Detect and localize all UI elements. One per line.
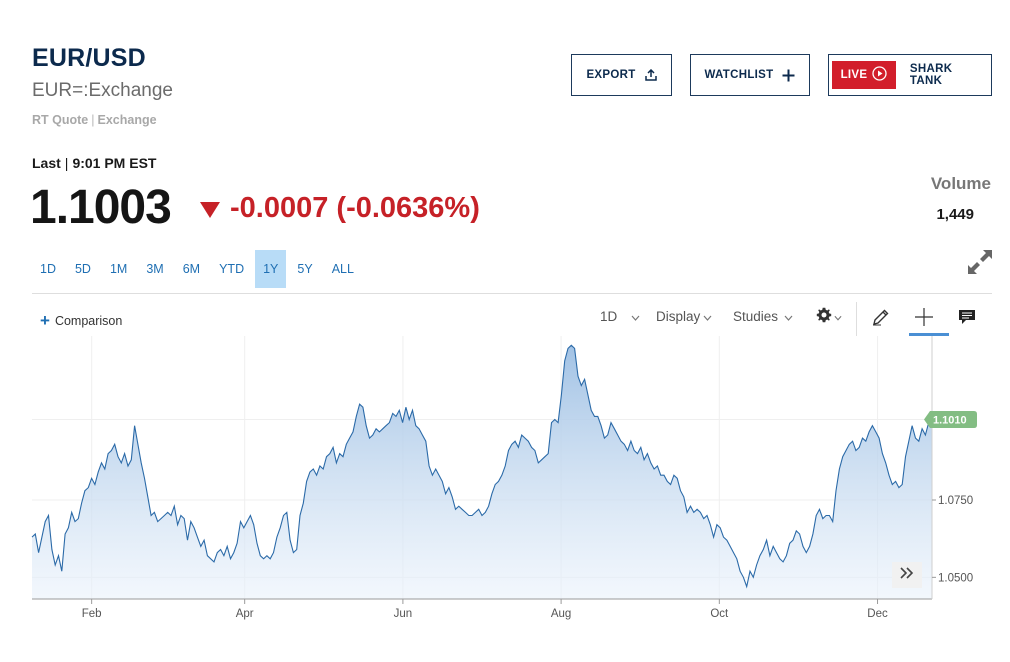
last-label: Last	[32, 155, 61, 171]
y-tick-label: 1.0750	[938, 495, 973, 507]
x-axis-ticks: Feb Apr Jun Aug Oct Dec	[82, 599, 888, 620]
x-tick-label: Oct	[710, 608, 729, 620]
shark-tank-label: SHARK TANK	[909, 63, 953, 87]
price-change-value: -0.0007 (-0.0636%)	[230, 192, 480, 224]
x-tick-label: Apr	[236, 608, 254, 620]
watchlist-button[interactable]: WATCHLIST	[690, 54, 810, 96]
range-all[interactable]: ALL	[331, 262, 354, 276]
double-chevron-right-icon	[899, 566, 915, 584]
y-axis-ticks: 1.0500 1.0750	[932, 495, 973, 584]
chevron-down-icon	[703, 309, 712, 324]
exchange-name: EUR=:Exchange	[32, 80, 173, 101]
volume-value: 1,449	[936, 206, 974, 223]
price-area	[32, 345, 932, 599]
range-5d[interactable]: 5D	[74, 262, 91, 276]
live-badge: LIVE	[832, 61, 896, 89]
last-price-tag: 1.1010	[924, 411, 977, 429]
x-tick-label: Aug	[551, 608, 571, 620]
quote-source: RT Quote | Exchange	[32, 113, 157, 127]
last-time: 9:01 PM EST	[72, 155, 157, 171]
interval-dropdown[interactable]: 1D	[600, 309, 640, 324]
studies-dropdown[interactable]: Studies	[733, 309, 793, 324]
export-label: EXPORT	[586, 69, 636, 81]
last-price-tag-shape	[924, 411, 977, 429]
settings-dropdown[interactable]	[812, 304, 846, 330]
range-5y[interactable]: 5Y	[297, 262, 313, 276]
x-tick-label: Dec	[867, 608, 888, 620]
y-tick-label: 1.0500	[938, 572, 973, 584]
header-divider	[32, 293, 992, 294]
export-icon	[644, 69, 657, 81]
last-trade-info: Last | 9:01 PM EST	[32, 155, 157, 171]
watchlist-label: WATCHLIST	[704, 69, 774, 81]
studies-label: Studies	[733, 309, 779, 324]
plus-icon	[782, 69, 795, 82]
plus-icon: +	[40, 311, 50, 330]
display-dropdown[interactable]: Display	[656, 309, 712, 324]
page-title: EUR/USD	[32, 44, 146, 72]
comparison-label: Comparison	[54, 313, 123, 328]
pencil-icon[interactable]	[868, 304, 894, 330]
price-line	[31, 344, 933, 589]
comparison-button[interactable]: + Comparison	[40, 312, 122, 329]
interval-label: 1D	[600, 309, 618, 324]
toolbar-divider	[856, 302, 857, 336]
x-tick-label: Feb	[82, 608, 102, 620]
time-range-selector: 1D 5D 1M 3M 6M YTD 1Y 5Y ALL	[32, 250, 365, 288]
range-3m[interactable]: 3M	[146, 262, 164, 276]
crosshair-active-indicator	[909, 333, 949, 336]
display-label: Display	[656, 309, 701, 324]
comment-icon[interactable]	[954, 304, 980, 330]
play-icon	[872, 66, 887, 84]
quote-type-label: RT Quote	[32, 113, 89, 127]
chevron-down-icon	[631, 309, 640, 324]
expand-icon[interactable]	[966, 248, 994, 276]
range-6m[interactable]: 6M	[182, 262, 201, 276]
scroll-to-latest-button[interactable]	[892, 562, 922, 588]
quote-source-label: Exchange	[97, 113, 157, 127]
price-chart[interactable]: Feb Apr Jun Aug Oct Dec 1.0500 1.0750 1.1010	[0, 336, 1010, 636]
range-1d[interactable]: 1D	[40, 262, 56, 276]
crosshair-icon[interactable]	[911, 304, 937, 330]
last-price-tag-text: 1.1010	[933, 415, 967, 427]
last-price: 1.1003	[30, 181, 172, 234]
export-button[interactable]: EXPORT	[571, 54, 672, 96]
gear-icon	[816, 307, 832, 328]
range-ytd[interactable]: YTD	[219, 262, 245, 276]
x-tick-label: Jun	[394, 608, 413, 620]
down-arrow-icon	[200, 201, 220, 218]
live-label: LIVE	[840, 69, 868, 81]
chart-axes	[32, 336, 933, 600]
chevron-down-icon	[784, 309, 793, 324]
range-1m[interactable]: 1M	[109, 262, 128, 276]
live-shark-tank-button[interactable]: LIVE SHARK TANK	[828, 54, 992, 96]
chevron-down-icon	[834, 308, 842, 326]
volume-label: Volume	[930, 174, 991, 193]
price-change: -0.0007 (-0.0636%)	[200, 192, 480, 225]
range-1y[interactable]: 1Y	[255, 250, 287, 288]
